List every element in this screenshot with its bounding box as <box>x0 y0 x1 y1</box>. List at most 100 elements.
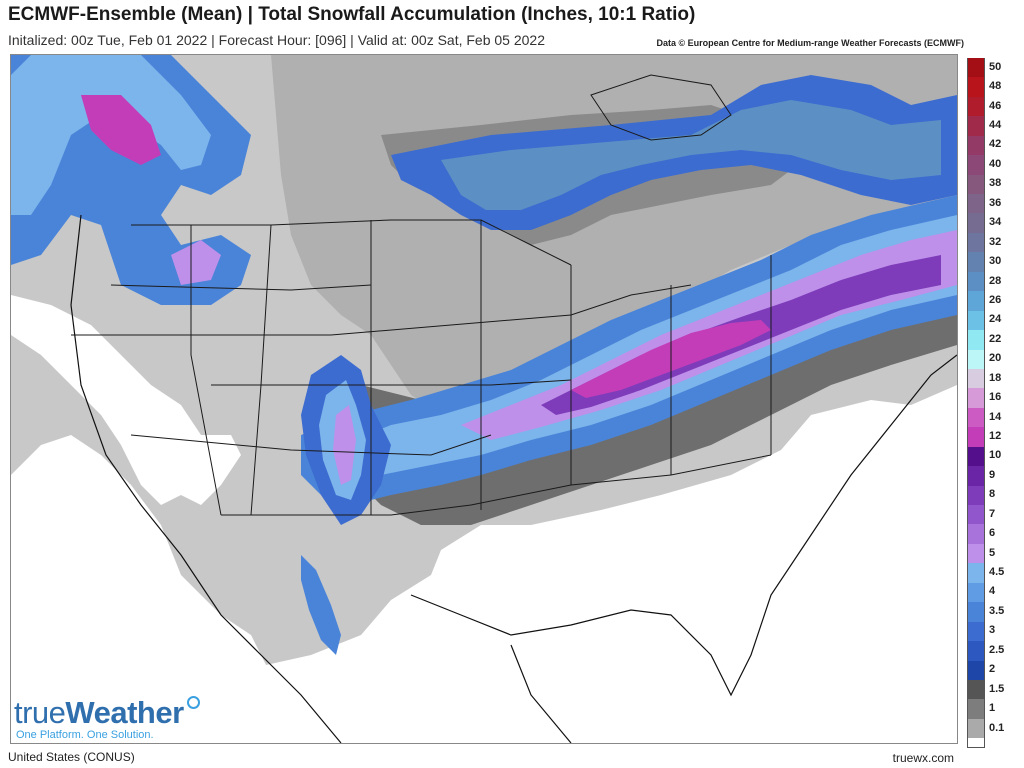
legend-label: 10 <box>989 449 1002 462</box>
data-credit: Data © European Centre for Medium-range … <box>656 38 964 48</box>
legend-swatch <box>967 699 985 719</box>
legend-label: 28 <box>989 274 1002 287</box>
legend-entry: 50 <box>965 58 1019 78</box>
legend-swatch <box>967 252 985 272</box>
legend-swatch <box>967 407 985 428</box>
legend-swatch <box>967 194 985 214</box>
logo-word-true: true <box>14 695 66 730</box>
legend-entry: 1.5 <box>965 679 1019 700</box>
trueweather-logo: trueWeather One Platform. One Solution. <box>14 696 200 741</box>
legend-entry: 7 <box>965 505 1019 525</box>
legend-swatch <box>967 621 985 642</box>
legend-label: 50 <box>989 60 1002 73</box>
no-snow-west <box>11 295 241 505</box>
logo-word-weather: Weather <box>65 695 184 730</box>
legend-entry: 46 <box>965 96 1019 117</box>
legend-label: 14 <box>989 410 1002 423</box>
legend-entry: 18 <box>965 368 1019 389</box>
legend-swatch <box>967 427 985 447</box>
state-boundaries <box>71 219 772 516</box>
legend-label: 32 <box>989 235 1002 248</box>
legend-label: 18 <box>989 371 1002 384</box>
snowfall-legend: 50 48 46 44 42 40 38 36 34 32 30 28 26 24 22 20 18 16 14 12… <box>965 54 1019 748</box>
legend-label: 8 <box>989 488 996 501</box>
legend-entry: 24 <box>965 310 1019 331</box>
legend-swatch <box>967 271 985 292</box>
legend-swatch <box>967 155 985 175</box>
logo-tagline: One Platform. One Solution. <box>16 729 154 741</box>
legend-label: 7 <box>989 507 996 520</box>
legend-label: 44 <box>989 119 1002 131</box>
legend-swatch <box>967 388 985 408</box>
legend-swatch <box>967 368 985 389</box>
snow-mexico <box>301 555 341 655</box>
legend-entry: 48 <box>965 77 1019 97</box>
legend-entry: 4 <box>965 582 1019 603</box>
legend-label: 2 <box>989 663 996 676</box>
legend-label: 1.5 <box>989 682 1005 695</box>
region-label: United States (CONUS) <box>8 750 135 764</box>
legend-label: 34 <box>989 216 1002 229</box>
snow-band-north-lightblue <box>441 100 941 210</box>
legend-entry: 6 <box>965 524 1019 544</box>
legend-label: 6 <box>989 527 996 540</box>
legend-label: 3.5 <box>989 604 1005 617</box>
legend-swatch <box>967 602 985 622</box>
coastlines <box>70 214 957 743</box>
legend-label: 24 <box>989 313 1002 326</box>
legend-swatch <box>967 135 985 156</box>
legend-entry: 40 <box>965 155 1019 175</box>
legend-swatch <box>967 213 985 233</box>
legend-entry: 5 <box>965 543 1019 564</box>
legend-swatch <box>967 660 985 680</box>
legend-swatch-none <box>965 738 1019 748</box>
legend-swatch <box>967 232 985 253</box>
legend-entry: 4.5 <box>965 563 1019 583</box>
legend-entry: 8 <box>965 485 1019 506</box>
legend-swatch <box>967 310 985 331</box>
snow-pnw-light <box>11 55 211 215</box>
legend-swatch <box>967 446 985 467</box>
legend-swatch <box>967 58 985 78</box>
legend-label: 20 <box>989 352 1002 365</box>
legend-entry: 28 <box>965 271 1019 292</box>
legend-entry: 42 <box>965 135 1019 156</box>
legend-swatch <box>967 543 985 564</box>
forecast-subtitle: Initalized: 00z Tue, Feb 01 2022 | Forec… <box>8 32 546 48</box>
legend-label: 2.5 <box>989 643 1005 656</box>
legend-entry: 1 <box>965 699 1019 719</box>
chart-title: ECMWF-Ensemble (Mean) | Total Snowfall A… <box>8 4 696 25</box>
legend-label: 3 <box>989 624 996 637</box>
legend-entry: 38 <box>965 174 1019 195</box>
legend-entry: 0.1 <box>965 718 1019 739</box>
legend-entry: 30 <box>965 252 1019 272</box>
legend-swatch <box>967 485 985 506</box>
legend-entry: 16 <box>965 388 1019 408</box>
legend-swatch <box>967 291 985 311</box>
legend-entry: 20 <box>965 349 1019 369</box>
legend-label: 4.5 <box>989 566 1005 579</box>
legend-label: 30 <box>989 255 1002 268</box>
legend-swatch <box>967 563 985 583</box>
snow-idaho-purple <box>171 240 221 285</box>
legend-entry: 3.5 <box>965 602 1019 622</box>
legend-entry: 32 <box>965 232 1019 253</box>
site-link[interactable]: truewx.com <box>892 751 954 765</box>
legend-entry: 44 <box>965 116 1019 136</box>
legend-label: 12 <box>989 429 1002 442</box>
legend-label: 1 <box>989 702 996 715</box>
legend-entry: 3 <box>965 621 1019 642</box>
legend-entry: 22 <box>965 330 1019 350</box>
logo-ring-icon <box>186 696 200 709</box>
legend-label: 9 <box>989 468 996 481</box>
legend-label: 4 <box>989 585 996 598</box>
legend-label: 16 <box>989 391 1002 404</box>
legend-entry: 26 <box>965 291 1019 311</box>
legend-swatch <box>967 349 985 369</box>
legend-label: 5 <box>989 546 996 559</box>
legend-swatch <box>967 582 985 603</box>
legend-label: 38 <box>989 177 1002 190</box>
legend-label: 48 <box>989 80 1002 93</box>
legend-entry: 10 <box>965 446 1019 467</box>
legend-swatch <box>967 524 985 544</box>
